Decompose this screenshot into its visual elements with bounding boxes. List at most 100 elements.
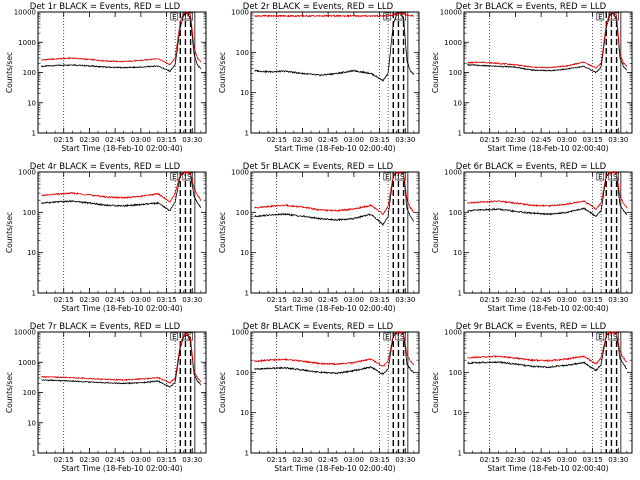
x-tick-label: 03:15 (582, 456, 602, 464)
events-series-line (254, 171, 415, 227)
marker-box (596, 12, 605, 21)
detector-panel-9: Det 9r BLACK = Events, RED = LLD 1 10 100 10… (426, 320, 636, 480)
x-tick-label: 03:30 (608, 296, 628, 304)
y-tick-label: 10 (240, 409, 249, 417)
y-tick-label: 1 (458, 290, 462, 298)
x-axis-label: Start Time (18-Feb-10 02:00:40) (61, 144, 182, 153)
y-axis-label: Counts/sec (218, 52, 227, 93)
x-axis-label: Start Time (18-Feb-10 02:00:40) (61, 304, 182, 313)
marker-box-label: E (385, 173, 389, 181)
marker-box (398, 172, 406, 181)
x-axis-label: Start Time (18-Feb-10 02:00:40) (487, 304, 608, 313)
y-tick-label: 100 (23, 209, 36, 217)
plot-svg: Det 8r BLACK = Events, RED = LLD 1 10 100 10… (218, 322, 420, 473)
y-tick-label: 100 (23, 69, 36, 77)
plot-frame (37, 171, 207, 294)
x-tick-label: 02:15 (480, 296, 500, 304)
marker-box-label: E (598, 173, 602, 181)
y-axis-label: Counts/sec (218, 372, 227, 413)
x-tick-label: 02:30 (292, 136, 312, 144)
x-tick-label: 02:15 (267, 296, 287, 304)
detector-panel-1: Det 1r BLACK = Events, RED = LLD 1 10 100 10… (0, 0, 210, 160)
y-axis-label: Counts/sec (431, 52, 440, 93)
x-tick-label: 02:15 (480, 136, 500, 144)
plot-svg: Det 3r BLACK = Events, RED = LLD 1 10 100 10… (431, 2, 633, 153)
lld-series-line (41, 332, 202, 384)
marker-box-label: E (385, 333, 389, 341)
y-tick-label: 10 (453, 99, 462, 107)
events-series-line (41, 334, 201, 388)
panel-title: Det 5r BLACK = Events, RED = LLD (243, 162, 394, 172)
x-tick-label: 02:45 (318, 456, 338, 464)
y-tick-label: 1000 (18, 359, 36, 367)
x-tick-label: 03:15 (156, 456, 176, 464)
x-tick-label: 02:45 (105, 296, 125, 304)
marker-box-label: S (400, 173, 405, 181)
x-axis-label: Start Time (18-Feb-10 02:00:40) (487, 144, 608, 153)
x-tick-label: 02:45 (318, 136, 338, 144)
x-tick-label: 02:30 (505, 136, 525, 144)
x-tick-label: 03:15 (369, 136, 389, 144)
marker-box (383, 332, 392, 341)
marker-box-label: E (172, 173, 176, 181)
plot-frame (463, 171, 633, 294)
x-tick-label: 03:30 (395, 136, 415, 144)
plot-frame (250, 171, 420, 294)
x-tick-label: 03:30 (182, 296, 202, 304)
x-tick-label: 02:45 (531, 136, 551, 144)
y-axis-label: Counts/sec (5, 52, 14, 93)
x-axis-label: Start Time (18-Feb-10 02:00:40) (274, 464, 395, 473)
events-series-line (467, 13, 627, 74)
y-tick-label: 1 (458, 450, 462, 458)
events-series-line (467, 331, 628, 372)
plot-svg: Det 2r BLACK = Events, RED = LLD 1 10 100 10… (218, 2, 420, 153)
events-series-line (41, 171, 202, 212)
y-tick-label: 1000 (444, 169, 462, 177)
x-tick-label: 03:00 (344, 296, 364, 304)
x-tick-label: 02:15 (267, 136, 287, 144)
marker-box (383, 172, 392, 181)
marker-box-label: E (598, 333, 602, 341)
x-tick-label: 03:30 (395, 456, 415, 464)
x-axis-label: Start Time (18-Feb-10 02:00:40) (274, 144, 395, 153)
lld-series-line (41, 12, 202, 66)
x-axis-label: Start Time (18-Feb-10 02:00:40) (61, 464, 182, 473)
panel-title: Det 6r BLACK = Events, RED = LLD (456, 162, 607, 172)
x-tick-label: 02:15 (54, 136, 74, 144)
plot-svg: Det 6r BLACK = Events, RED = LLD 1 10 100 10… (431, 162, 633, 313)
x-tick-label: 02:15 (54, 296, 74, 304)
x-tick-label: 02:30 (79, 136, 99, 144)
marker-box (596, 332, 605, 341)
x-tick-label: 02:15 (54, 456, 74, 464)
y-tick-label: 100 (449, 209, 462, 217)
lld-series-line (254, 171, 414, 216)
y-tick-label: 1 (245, 450, 249, 458)
y-tick-label: 100 (236, 209, 249, 217)
marker-box-label: S (187, 173, 192, 181)
y-axis-label: Counts/sec (5, 212, 14, 253)
marker-box (596, 172, 605, 181)
plot-svg: Det 7r BLACK = Events, RED = LLD 1 10 100 10… (5, 322, 207, 473)
y-tick-label: 1000 (18, 39, 36, 47)
y-tick-label: 10 (240, 89, 249, 97)
plot-svg: Det 1r BLACK = Events, RED = LLD 1 10 100 10… (5, 2, 207, 153)
x-tick-label: 03:00 (131, 296, 151, 304)
x-tick-label: 03:15 (582, 136, 602, 144)
detector-panel-7: Det 7r BLACK = Events, RED = LLD 1 10 100 10… (0, 320, 210, 480)
marker-box-label: S (613, 333, 618, 341)
panel-title: Det 9r BLACK = Events, RED = LLD (456, 322, 607, 332)
y-axis-label: Counts/sec (218, 212, 227, 253)
x-tick-label: 02:45 (531, 296, 551, 304)
events-series-line (254, 12, 415, 82)
x-tick-label: 02:30 (79, 296, 99, 304)
x-tick-label: 03:15 (156, 136, 176, 144)
panel-title: Det 8r BLACK = Events, RED = LLD (243, 322, 394, 332)
x-axis-label: Start Time (18-Feb-10 02:00:40) (274, 304, 395, 313)
y-axis-label: Counts/sec (431, 212, 440, 253)
y-tick-label: 100 (23, 389, 36, 397)
plot-frame (463, 331, 633, 454)
y-tick-label: 1000 (444, 329, 462, 337)
x-tick-label: 03:30 (182, 456, 202, 464)
y-tick-label: 1 (32, 290, 36, 298)
